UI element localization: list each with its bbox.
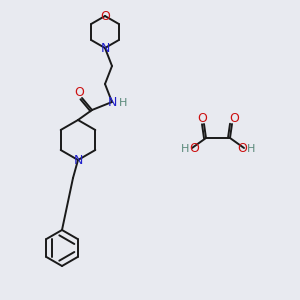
Text: O: O [197, 112, 207, 124]
Text: N: N [107, 95, 117, 109]
Text: H: H [181, 144, 189, 154]
Text: N: N [73, 154, 83, 166]
Text: H: H [247, 144, 255, 154]
Text: O: O [100, 10, 110, 22]
Text: O: O [74, 86, 84, 100]
Text: O: O [237, 142, 247, 155]
Text: O: O [229, 112, 239, 124]
Text: O: O [189, 142, 199, 155]
Text: N: N [100, 41, 110, 55]
Text: H: H [119, 98, 127, 108]
